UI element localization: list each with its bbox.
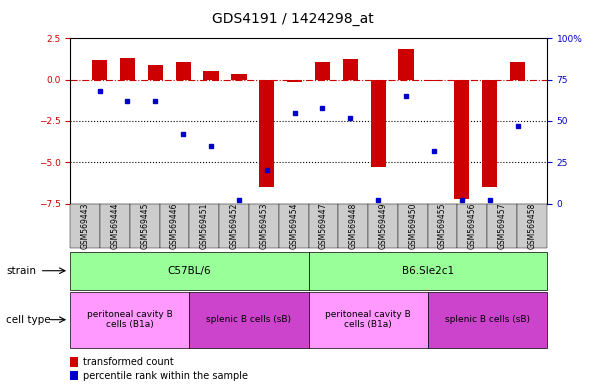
- Bar: [343, 59, 358, 79]
- Bar: [517, 204, 547, 248]
- Text: splenic B cells (sB): splenic B cells (sB): [445, 315, 530, 324]
- Text: percentile rank within the sample: percentile rank within the sample: [83, 371, 248, 381]
- Bar: [92, 60, 108, 79]
- Text: transformed count: transformed count: [83, 357, 174, 367]
- Bar: [175, 61, 191, 79]
- Text: GSM569444: GSM569444: [111, 202, 119, 249]
- Bar: [428, 292, 547, 348]
- Text: GSM569458: GSM569458: [527, 202, 536, 249]
- Bar: [287, 79, 302, 82]
- Bar: [368, 204, 398, 248]
- Text: GSM569443: GSM569443: [81, 202, 90, 249]
- Bar: [370, 79, 386, 167]
- Text: GSM569455: GSM569455: [438, 202, 447, 249]
- Bar: [70, 371, 78, 380]
- Text: strain: strain: [6, 266, 36, 276]
- Bar: [279, 204, 309, 248]
- Text: GSM569448: GSM569448: [349, 202, 357, 249]
- Text: GSM569457: GSM569457: [498, 202, 507, 249]
- Text: GSM569447: GSM569447: [319, 202, 328, 249]
- Text: splenic B cells (sB): splenic B cells (sB): [207, 315, 291, 324]
- Text: GDS4191 / 1424298_at: GDS4191 / 1424298_at: [213, 12, 374, 25]
- Bar: [338, 204, 368, 248]
- Bar: [426, 79, 442, 81]
- Bar: [482, 79, 497, 187]
- Text: GSM569449: GSM569449: [379, 202, 387, 249]
- Bar: [70, 292, 189, 348]
- Bar: [189, 204, 219, 248]
- Text: GSM569451: GSM569451: [200, 202, 209, 249]
- Bar: [398, 204, 428, 248]
- Bar: [315, 61, 330, 79]
- Bar: [130, 204, 159, 248]
- Text: cell type: cell type: [6, 314, 51, 325]
- Bar: [309, 252, 547, 290]
- Bar: [120, 58, 135, 79]
- Bar: [219, 204, 249, 248]
- Bar: [488, 204, 517, 248]
- Bar: [70, 252, 309, 290]
- Text: GSM569453: GSM569453: [260, 202, 268, 249]
- Text: peritoneal cavity B
cells (B1a): peritoneal cavity B cells (B1a): [325, 310, 411, 329]
- Bar: [309, 292, 428, 348]
- Bar: [70, 357, 78, 367]
- Bar: [398, 49, 414, 79]
- Text: GSM569454: GSM569454: [289, 202, 298, 249]
- Bar: [70, 204, 100, 248]
- Text: GSM569452: GSM569452: [230, 202, 238, 249]
- Text: B6.Sle2c1: B6.Sle2c1: [401, 266, 454, 276]
- Text: GSM569445: GSM569445: [141, 202, 149, 249]
- Bar: [148, 65, 163, 79]
- Bar: [100, 204, 130, 248]
- Bar: [259, 79, 274, 187]
- Text: GSM569446: GSM569446: [170, 202, 179, 249]
- Text: C57BL/6: C57BL/6: [167, 266, 211, 276]
- Bar: [189, 292, 309, 348]
- Bar: [309, 204, 338, 248]
- Text: GSM569450: GSM569450: [408, 202, 417, 249]
- Text: peritoneal cavity B
cells (B1a): peritoneal cavity B cells (B1a): [87, 310, 173, 329]
- Bar: [454, 79, 469, 199]
- Bar: [231, 74, 247, 79]
- Bar: [203, 71, 219, 79]
- Text: GSM569456: GSM569456: [468, 202, 477, 249]
- Bar: [428, 204, 458, 248]
- Bar: [510, 61, 525, 79]
- Bar: [249, 204, 279, 248]
- Bar: [159, 204, 189, 248]
- Bar: [458, 204, 488, 248]
